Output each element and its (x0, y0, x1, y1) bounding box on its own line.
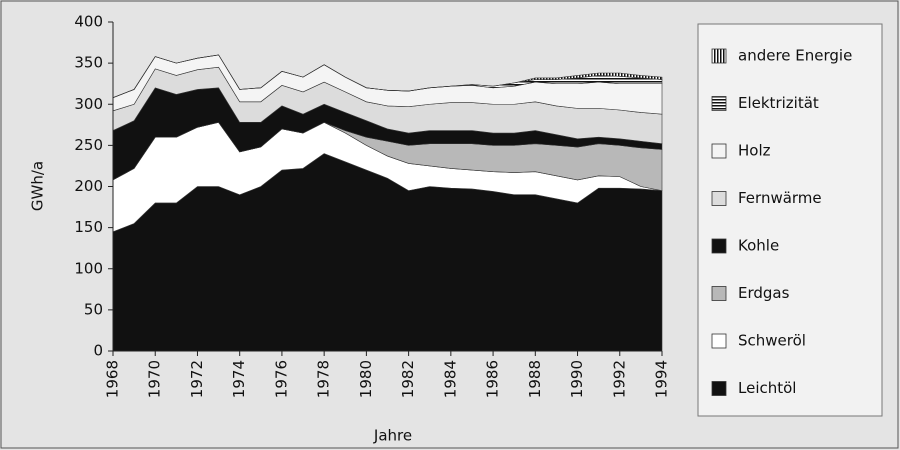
legend-label: Leichtöl (738, 379, 796, 397)
legend-swatch (711, 238, 727, 254)
legend-label: Schweröl (738, 332, 806, 350)
legend-label: Kohle (738, 237, 779, 255)
y-tick-label: 300 (74, 95, 103, 113)
x-tick-label: 1970 (146, 360, 164, 398)
x-tick-label: 1978 (315, 360, 333, 398)
x-tick-label: 1968 (104, 360, 122, 398)
x-tick-label: 1986 (484, 360, 502, 398)
x-axis-label: Jahre (373, 427, 412, 445)
x-tick-label: 1974 (230, 360, 248, 398)
legend-label: Holz (738, 142, 771, 160)
legend-label: Erdgas (738, 284, 790, 302)
legend-swatch (711, 286, 727, 301)
area (112, 54, 663, 98)
x-tick-label: 1980 (357, 360, 375, 398)
y-tick-label: 100 (74, 259, 103, 277)
legend-swatch (711, 191, 727, 206)
legend-swatch (711, 96, 727, 111)
legend-swatch (711, 381, 727, 396)
x-tick-label: 1988 (526, 360, 544, 398)
y-tick-label: 350 (74, 54, 103, 72)
y-tick-label: 0 (93, 342, 103, 360)
x-tick-label: 1972 (188, 360, 206, 398)
x-tick-label: 1982 (399, 360, 417, 398)
legend-swatch (711, 333, 727, 349)
y-tick-label: 150 (74, 218, 103, 236)
legend-swatch (711, 48, 727, 64)
legend-label: andere Energie (738, 47, 852, 65)
x-tick-label: 1990 (568, 360, 586, 398)
x-tick-label: 1994 (653, 360, 671, 398)
x-tick-label: 1976 (272, 360, 290, 398)
x-tick-label: 1992 (610, 360, 628, 398)
y-tick-label: 50 (84, 300, 103, 318)
legend-label: Fernwärme (738, 189, 822, 207)
y-tick-label: 200 (74, 177, 103, 195)
legend-swatch (711, 143, 727, 159)
y-tick-label: 250 (74, 136, 103, 154)
legend-label: Elektrizität (738, 94, 819, 112)
y-axis-label: GWh/a (29, 161, 47, 211)
y-tick-label: 400 (74, 13, 103, 31)
x-tick-label: 1984 (441, 360, 459, 398)
legend-box (697, 23, 883, 417)
